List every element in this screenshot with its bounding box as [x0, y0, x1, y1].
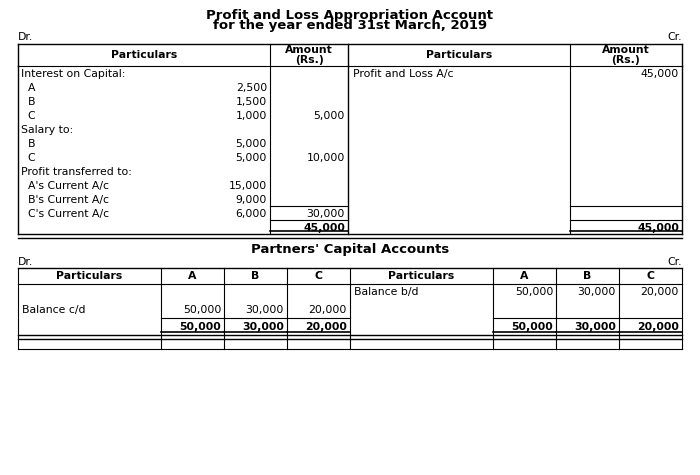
Text: Salary to:: Salary to:	[21, 125, 74, 135]
Text: 45,000: 45,000	[637, 223, 679, 233]
Text: 50,000: 50,000	[183, 304, 221, 314]
Text: C's Current A/c: C's Current A/c	[21, 209, 109, 218]
Text: 9,000: 9,000	[236, 195, 267, 205]
Text: 45,000: 45,000	[640, 69, 679, 79]
Text: 30,000: 30,000	[246, 304, 284, 314]
Text: (Rs.): (Rs.)	[295, 55, 323, 65]
Text: A: A	[520, 271, 528, 281]
Text: 10,000: 10,000	[307, 152, 345, 163]
Text: 5,000: 5,000	[236, 139, 267, 149]
Text: B: B	[21, 139, 36, 149]
Text: 30,000: 30,000	[578, 287, 616, 297]
Text: Dr.: Dr.	[18, 32, 34, 42]
Text: Particulars: Particulars	[426, 50, 492, 60]
Text: 30,000: 30,000	[242, 322, 284, 332]
Text: 45,000: 45,000	[303, 223, 345, 233]
Text: Profit and Loss A/c: Profit and Loss A/c	[353, 69, 454, 79]
Text: Partners' Capital Accounts: Partners' Capital Accounts	[251, 244, 449, 256]
Text: 15,000: 15,000	[229, 180, 267, 190]
Text: 6,000: 6,000	[236, 209, 267, 218]
Text: Balance b/d: Balance b/d	[354, 287, 419, 297]
Text: (Rs.): (Rs.)	[612, 55, 640, 65]
Text: Balance c/d: Balance c/d	[22, 304, 85, 314]
Text: for the year ended 31st March, 2019: for the year ended 31st March, 2019	[213, 19, 487, 32]
Text: 5,000: 5,000	[236, 152, 267, 163]
Text: 2,500: 2,500	[236, 83, 267, 93]
Text: 1,500: 1,500	[236, 97, 267, 107]
Text: 20,000: 20,000	[309, 304, 347, 314]
Text: Interest on Capital:: Interest on Capital:	[21, 69, 125, 79]
Text: 20,000: 20,000	[305, 322, 347, 332]
Text: 20,000: 20,000	[640, 287, 679, 297]
Text: 5,000: 5,000	[314, 111, 345, 121]
Text: 30,000: 30,000	[574, 322, 616, 332]
Text: 20,000: 20,000	[637, 322, 679, 332]
Text: 50,000: 50,000	[514, 287, 553, 297]
Text: Amount: Amount	[602, 45, 650, 55]
Text: 1,000: 1,000	[236, 111, 267, 121]
Text: Cr.: Cr.	[668, 257, 682, 267]
Text: Cr.: Cr.	[668, 32, 682, 42]
Text: A: A	[188, 271, 197, 281]
Text: A's Current A/c: A's Current A/c	[21, 180, 109, 190]
Text: Amount: Amount	[285, 45, 333, 55]
Text: 30,000: 30,000	[307, 209, 345, 218]
Text: Particulars: Particulars	[389, 271, 455, 281]
Text: A: A	[21, 83, 36, 93]
Text: Particulars: Particulars	[111, 50, 177, 60]
Text: C: C	[21, 152, 36, 163]
Text: B: B	[583, 271, 592, 281]
Text: C: C	[314, 271, 323, 281]
Text: Dr.: Dr.	[18, 257, 34, 267]
Text: B's Current A/c: B's Current A/c	[21, 195, 109, 205]
Text: Profit and Loss Appropriation Account: Profit and Loss Appropriation Account	[206, 9, 494, 21]
Text: B: B	[251, 271, 260, 281]
Text: Particulars: Particulars	[57, 271, 122, 281]
Text: Profit transferred to:: Profit transferred to:	[21, 167, 132, 177]
Text: B: B	[21, 97, 36, 107]
Text: 50,000: 50,000	[179, 322, 221, 332]
Text: C: C	[647, 271, 655, 281]
Text: 50,000: 50,000	[511, 322, 553, 332]
Text: C: C	[21, 111, 36, 121]
